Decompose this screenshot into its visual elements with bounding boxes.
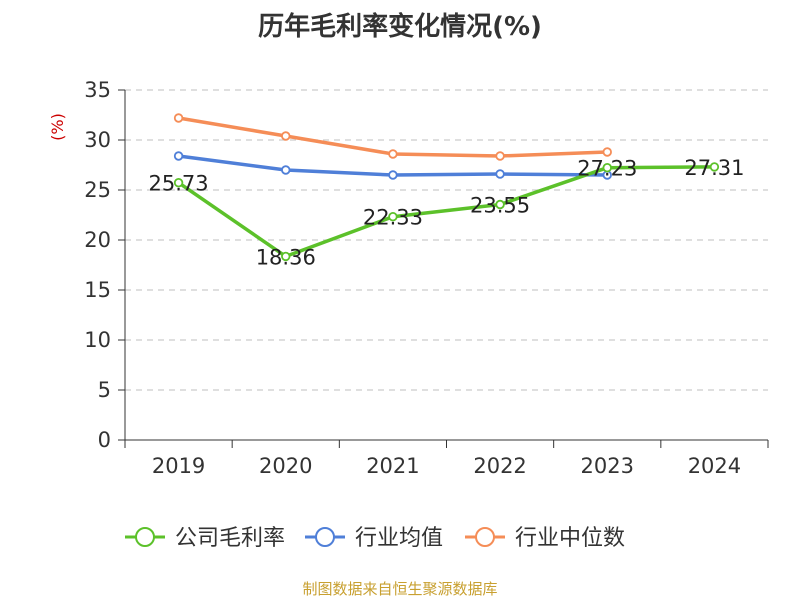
data-point [281, 131, 291, 141]
legend-label: 行业均值 [355, 526, 443, 551]
y-tick-label: 25 [84, 178, 111, 202]
legend-swatch-marker [315, 527, 335, 547]
data-label: 22.33 [363, 206, 423, 230]
y-tick-label: 20 [84, 228, 111, 252]
data-point [495, 199, 505, 210]
y-tick-label: 30 [84, 128, 111, 152]
x-tick-label: 2022 [473, 454, 526, 478]
data-point [281, 251, 291, 262]
legend-item: 行业中位数 [465, 526, 625, 551]
legend: 公司毛利率 行业均值 行业中位数 [125, 526, 625, 551]
data-point [281, 165, 291, 175]
y-tick-label: 35 [84, 78, 111, 102]
chart-title: 历年毛利率变化情况(%) [258, 12, 542, 42]
data-point [173, 177, 184, 188]
legend-label: 行业中位数 [515, 526, 625, 551]
data-point [709, 162, 720, 172]
data-source-note: 制图数据来自恒生聚源数据库 [302, 580, 498, 598]
data-point [495, 151, 505, 161]
data-labels: 25.73 18.36 22.33 23.55 27.23 27.31 [149, 156, 745, 270]
data-label: 27.31 [684, 156, 744, 180]
legend-item: 行业均值 [305, 526, 443, 551]
legend-swatch-marker [135, 527, 155, 547]
grid-lines [125, 89, 768, 391]
y-tick-label: 0 [98, 428, 111, 452]
data-point [602, 162, 612, 173]
data-point [388, 211, 398, 222]
data-label: 25.73 [149, 172, 209, 196]
series-lines [173, 113, 720, 262]
data-point [602, 147, 612, 157]
legend-label: 公司毛利率 [175, 526, 285, 551]
y-tick-label: 15 [84, 278, 111, 302]
x-tick-label: 2023 [581, 454, 634, 478]
y-tick-label: 5 [98, 378, 111, 402]
data-label: 27.23 [577, 157, 637, 181]
data-point [495, 169, 505, 179]
axes: 0 5 10 15 20 25 30 35 2019 2020 2021 2022 2023 2024 (%… [48, 78, 769, 478]
data-point [173, 151, 184, 161]
data-label: 18.36 [256, 245, 316, 269]
y-axis-label: (%) [48, 113, 67, 141]
y-tick-label: 10 [84, 328, 111, 352]
data-point [173, 113, 184, 123]
x-tick-label: 2021 [366, 454, 419, 478]
x-tick-label: 2019 [152, 454, 205, 478]
x-tick-label: 2024 [688, 454, 741, 478]
data-point [388, 170, 398, 180]
legend-swatch-marker [475, 527, 495, 547]
x-tick-label: 2020 [259, 454, 312, 478]
data-point [388, 149, 398, 159]
data-label: 23.55 [470, 194, 530, 218]
legend-item: 公司毛利率 [125, 526, 285, 551]
series-line [177, 165, 715, 259]
